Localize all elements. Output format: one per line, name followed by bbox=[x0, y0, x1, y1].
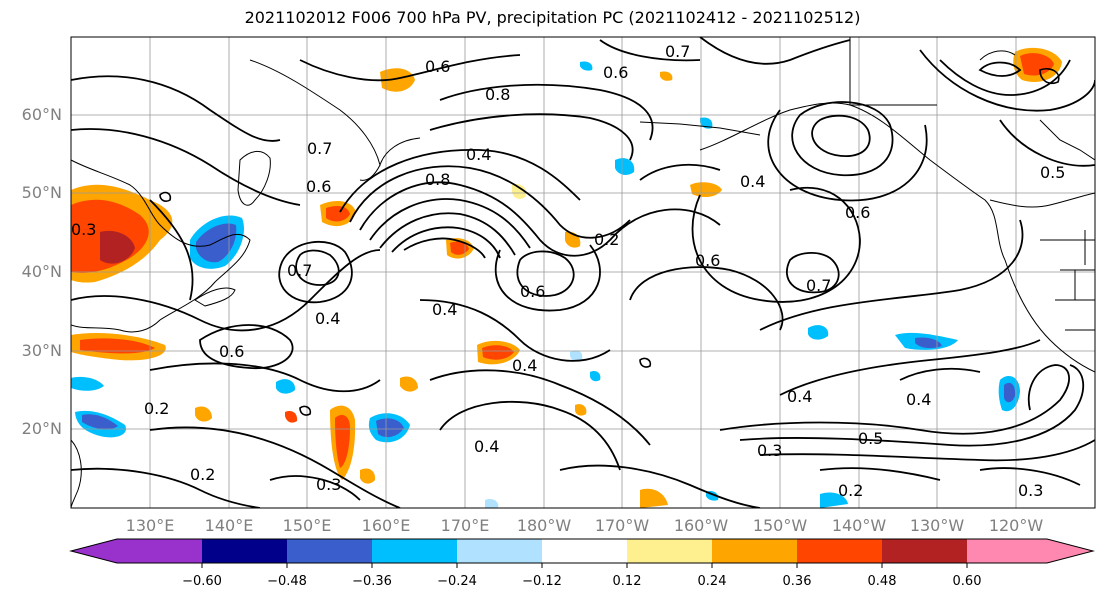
colorbar-tick-label: 0.36 bbox=[783, 574, 812, 589]
lon-label: 130°W bbox=[910, 516, 965, 535]
contour-labels: 0.6 0.7 0.4 0.8 0.6 0.7 0.4 0.3 0.6 0.2 … bbox=[71, 42, 1065, 500]
contour-label: 0.4 bbox=[740, 172, 765, 191]
lon-label: 170°W bbox=[595, 516, 650, 535]
colorbar-tick-label: −0.60 bbox=[182, 574, 222, 589]
lon-label: 180°W bbox=[517, 516, 572, 535]
lon-label: 160°W bbox=[674, 516, 729, 535]
contour-label: 0.7 bbox=[307, 139, 332, 158]
colorbar-bin bbox=[287, 539, 372, 563]
contour-label: 0.8 bbox=[425, 170, 450, 189]
colorbar-tick-label: 0.48 bbox=[868, 574, 897, 589]
coastlines bbox=[71, 37, 1095, 508]
lat-label: 20°N bbox=[22, 419, 62, 438]
contour-label: 0.6 bbox=[603, 63, 628, 82]
contour-label: 0.4 bbox=[906, 390, 931, 409]
small-contour-loops bbox=[159, 67, 1060, 416]
lon-label: 160°E bbox=[362, 516, 411, 535]
contour-label: 0.2 bbox=[594, 230, 619, 249]
contour-label: 0.7 bbox=[287, 261, 312, 280]
graticule bbox=[71, 37, 1095, 508]
colorbar-bin bbox=[372, 539, 457, 563]
colorbar-tick-label: 0.12 bbox=[613, 574, 642, 589]
colorbar-tick-label: −0.48 bbox=[267, 574, 307, 589]
contour-label: 0.6 bbox=[520, 282, 545, 301]
colorbar-bin bbox=[117, 539, 202, 563]
lon-label: 140°W bbox=[832, 516, 887, 535]
contour-label: 0.6 bbox=[425, 57, 450, 76]
contour-label: 0.4 bbox=[466, 145, 491, 164]
lat-label: 30°N bbox=[22, 341, 62, 360]
contour-label: 0.2 bbox=[144, 399, 169, 418]
map-frame bbox=[70, 36, 1096, 509]
lat-label: 40°N bbox=[22, 262, 62, 281]
lon-label: 140°E bbox=[205, 516, 254, 535]
colorbar-bin bbox=[797, 539, 882, 563]
colorbar-bin bbox=[967, 539, 1047, 563]
contour-label: 0.4 bbox=[474, 437, 499, 456]
contour-label: 0.8 bbox=[485, 85, 510, 104]
contour-label: 0.5 bbox=[858, 429, 883, 448]
contour-label: 0.3 bbox=[757, 441, 782, 460]
colorbar-tick-label: 0.60 bbox=[953, 574, 982, 589]
lon-label: 130°E bbox=[126, 516, 175, 535]
colorbar-high-extend bbox=[1047, 539, 1093, 563]
lat-label: 50°N bbox=[22, 183, 62, 202]
contour-label: 0.3 bbox=[1018, 481, 1043, 500]
contour-label: 0.4 bbox=[432, 300, 457, 319]
contour-label: 0.3 bbox=[316, 475, 341, 494]
longitude-labels: 130°E 140°E 150°E 160°E 170°E 180°W 170°… bbox=[126, 516, 1044, 535]
lat-label: 60°N bbox=[22, 105, 62, 124]
contour-label: 0.6 bbox=[306, 177, 331, 196]
colorbar-bin bbox=[712, 539, 797, 563]
pv-contours bbox=[71, 37, 1095, 508]
latitude-labels: 60°N 50°N 40°N 30°N 20°N bbox=[22, 105, 62, 438]
contour-label: 0.6 bbox=[845, 203, 870, 222]
contour-label: 0.4 bbox=[512, 356, 537, 375]
colorbar-bin bbox=[882, 539, 967, 563]
contour-label: 0.6 bbox=[695, 251, 720, 270]
colorbar-low-extend bbox=[71, 539, 117, 563]
colorbar-tick-label: −0.36 bbox=[352, 574, 392, 589]
lon-label: 170°E bbox=[441, 516, 490, 535]
contour-label: 0.3 bbox=[71, 220, 96, 239]
lon-label: 120°W bbox=[989, 516, 1044, 535]
contour-label: 0.4 bbox=[315, 309, 340, 328]
colorbar-bin bbox=[202, 539, 287, 563]
contour-label: 0.4 bbox=[787, 387, 812, 406]
lon-label: 150°W bbox=[753, 516, 808, 535]
colorbar-tick-label: 0.24 bbox=[698, 574, 727, 589]
colorbar-bin bbox=[627, 539, 712, 563]
contour-label: 0.2 bbox=[838, 481, 863, 500]
map-panel: 0.6 0.7 0.4 0.8 0.6 0.7 0.4 0.3 0.6 0.2 … bbox=[71, 37, 1095, 508]
contour-label: 0.5 bbox=[1040, 163, 1065, 182]
colorbar-bin bbox=[542, 539, 627, 563]
colorbar-tick-label: −0.12 bbox=[522, 574, 562, 589]
precip-negative-areas bbox=[71, 61, 1020, 508]
colorbar: −0.60 −0.48 −0.36 −0.24 −0.12 0.12 0.24 … bbox=[69, 538, 1095, 589]
contour-label: 0.6 bbox=[219, 342, 244, 361]
map-title: 2021102012 F006 700 hPa PV, precipitatio… bbox=[244, 8, 861, 27]
colorbar-tick-label: −0.24 bbox=[437, 574, 477, 589]
lon-label: 150°E bbox=[283, 516, 332, 535]
colorbar-bin bbox=[457, 539, 542, 563]
contour-label: 0.7 bbox=[806, 276, 831, 295]
contour-label: 0.7 bbox=[665, 42, 690, 61]
contour-label: 0.2 bbox=[190, 465, 215, 484]
